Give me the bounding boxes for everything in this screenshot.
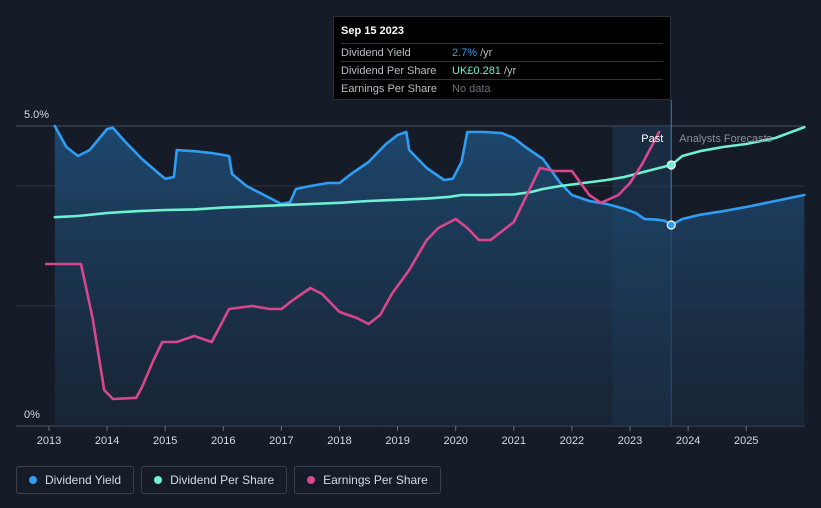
analysts-forecasts-label: Analysts Forecasts <box>679 133 772 145</box>
x-tick-label: 2019 <box>385 435 409 447</box>
tooltip-row-earnings-per-share: Earnings Per Share No data <box>341 79 663 97</box>
x-tick-label: 2021 <box>502 435 526 447</box>
marker-point <box>666 220 676 230</box>
tooltip-unit: /yr <box>480 46 493 59</box>
tooltip-value: 2.7% <box>452 46 478 59</box>
dividend-yield-line <box>53 124 806 227</box>
tooltip-label: Dividend Yield <box>341 46 411 59</box>
tooltip-date: Sep 15 2023 <box>341 25 404 37</box>
tooltip-unit: /yr <box>503 64 517 77</box>
chart-series <box>44 124 806 426</box>
x-tick-label: 2024 <box>676 435 700 447</box>
x-axis: 2013 2014 2015 2016 2017 2018 2019 2020 2021 2022… <box>37 426 758 447</box>
tooltip-value: No data <box>452 82 491 95</box>
x-tick-label: 2022 <box>560 435 584 447</box>
legend-label: Dividend Yield <box>45 473 122 487</box>
x-tick-label: 2015 <box>153 435 177 447</box>
x-tick-label: 2023 <box>618 435 642 447</box>
x-tick-label: 2025 <box>734 435 758 447</box>
marker-point <box>666 160 676 170</box>
x-tick-label: 2013 <box>37 435 61 447</box>
tooltip-label: Dividend Per Share <box>341 64 437 77</box>
x-tick-label: 2018 <box>327 435 351 447</box>
chart-legend: Dividend Yield Dividend Per Share Earnin… <box>16 466 441 494</box>
legend-dot <box>154 476 163 484</box>
x-tick-label: 2020 <box>443 435 467 447</box>
hover-tooltip: Sep 15 2023 Dividend Yield 2.7%/yr Divid… <box>333 16 671 100</box>
tooltip-row-dividend-per-share: Dividend Per Share UK£0.281/yr <box>341 61 663 79</box>
legend-dot <box>307 476 316 484</box>
y-axis-bottom-label: 0% <box>24 409 40 421</box>
legend-item-earnings-per-share[interactable]: Earnings Per Share <box>294 466 441 494</box>
x-tick-label: 2014 <box>95 435 119 447</box>
legend-dot <box>29 476 37 484</box>
tooltip-row-dividend-yield: Dividend Yield 2.7%/yr <box>341 43 663 61</box>
legend-label: Dividend Per Share <box>170 473 275 487</box>
tooltip-label: Earnings Per Share <box>341 82 437 95</box>
dividend-per-share-line <box>53 125 806 219</box>
tooltip-value: UK£0.281 <box>452 64 501 77</box>
legend-item-dividend-yield[interactable]: Dividend Yield <box>16 466 135 494</box>
dividend-yield-area <box>54 126 805 426</box>
past-label: Past <box>641 133 663 145</box>
x-tick-label: 2017 <box>269 435 293 447</box>
legend-label: Earnings Per Share <box>323 473 428 487</box>
legend-item-dividend-per-share[interactable]: Dividend Per Share <box>141 466 288 494</box>
y-axis-top-label: 5.0% <box>24 109 49 121</box>
x-tick-label: 2016 <box>211 435 235 447</box>
earnings-per-share-line <box>44 130 661 401</box>
